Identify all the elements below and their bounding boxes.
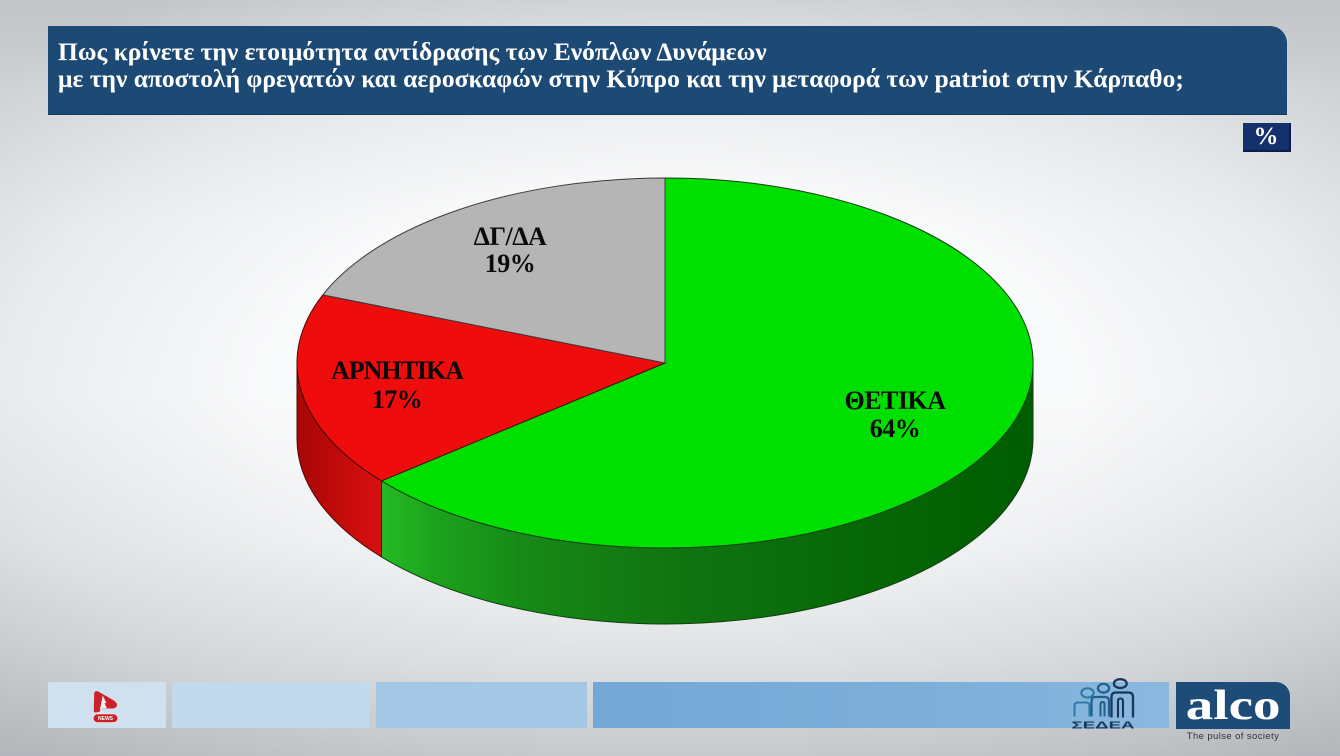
svg-text:17%: 17% — [372, 385, 423, 414]
svg-text:ΣΕΔΕΑ: ΣΕΔΕΑ — [1072, 720, 1136, 732]
svg-text:ΘΕΤΙΚΑ: ΘΕΤΙΚΑ — [844, 386, 946, 415]
svg-text:NEWS: NEWS — [98, 716, 114, 722]
svg-text:ΑΡΝΗΤΙΚΑ: ΑΡΝΗΤΙΚΑ — [331, 356, 464, 385]
svg-text:19%: 19% — [485, 249, 536, 278]
svg-text:ΔΓ/ΔΑ: ΔΓ/ΔΑ — [474, 222, 547, 251]
svg-text:64%: 64% — [870, 414, 921, 443]
